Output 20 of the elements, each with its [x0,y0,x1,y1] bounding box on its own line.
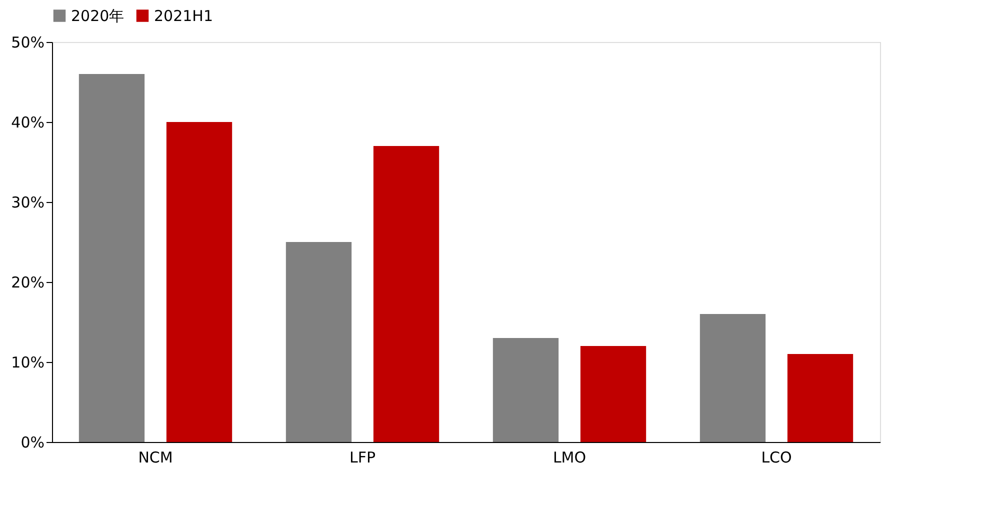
y-tick-label: 50% [11,34,44,52]
bar [166,122,232,442]
bar [286,242,352,442]
bar [787,354,854,442]
bar [373,146,440,442]
bar [580,346,646,442]
x-tick-label: LMO [552,448,586,466]
y-tick-label: 40% [11,114,44,132]
bar [492,338,559,442]
y-tick-label: 10% [11,354,44,372]
y-tick-label: 0% [20,434,44,452]
x-tick-label: NCM [138,448,173,466]
y-tick-label: 20% [11,274,44,292]
legend-label: 2020年 [71,6,124,25]
bar [700,314,766,442]
x-tick-label: LFP [349,448,376,466]
legend-label: 2021H1 [154,6,213,25]
bar [78,74,145,442]
y-tick-label: 30% [11,194,44,212]
x-tick-label: LCO [761,448,792,466]
